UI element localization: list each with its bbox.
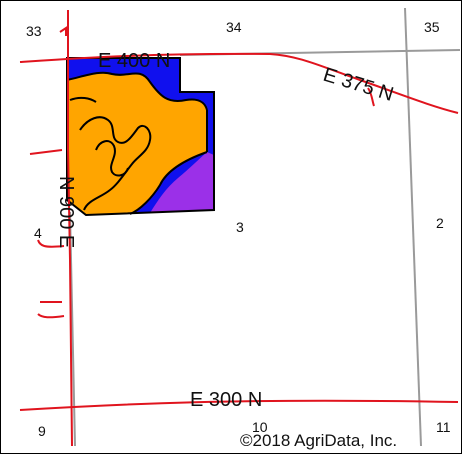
copyright-text: ©2018 AgriData, Inc. — [240, 431, 397, 450]
road-stub-b — [37, 239, 65, 248]
soil-boundaries — [66, 71, 208, 215]
road-stub-a — [29, 149, 63, 155]
section-label-33: 33 — [26, 23, 42, 39]
section-label-2: 2 — [436, 215, 444, 231]
road-n900e — [67, 10, 73, 447]
road-stub-e — [367, 87, 375, 107]
section-label-11: 11 — [436, 419, 451, 435]
road-e400n — [19, 52, 459, 114]
section-line-east — [404, 7, 422, 447]
soil-zone-purple[interactable] — [150, 152, 214, 213]
section-label-9: 9 — [38, 423, 46, 439]
road-e300n — [19, 399, 459, 411]
section-label-34: 34 — [226, 19, 242, 35]
road-stub-33 — [59, 26, 67, 36]
soil-zone-orange[interactable] — [67, 72, 207, 215]
section-label-35: 35 — [424, 19, 440, 35]
parcel-outline — [66, 57, 215, 217]
road-label-e400n: E 400 N — [98, 50, 170, 72]
section-label-4: 4 — [34, 225, 42, 241]
road-stub-d — [37, 313, 65, 319]
section-label-3: 3 — [236, 219, 244, 235]
road-label-n900e: N 900 E — [55, 176, 77, 248]
soil-parcel[interactable] — [66, 57, 215, 217]
roads — [19, 10, 459, 447]
road-label-e300n: E 300 N — [190, 389, 262, 411]
section-label-10: 10 — [252, 419, 268, 435]
